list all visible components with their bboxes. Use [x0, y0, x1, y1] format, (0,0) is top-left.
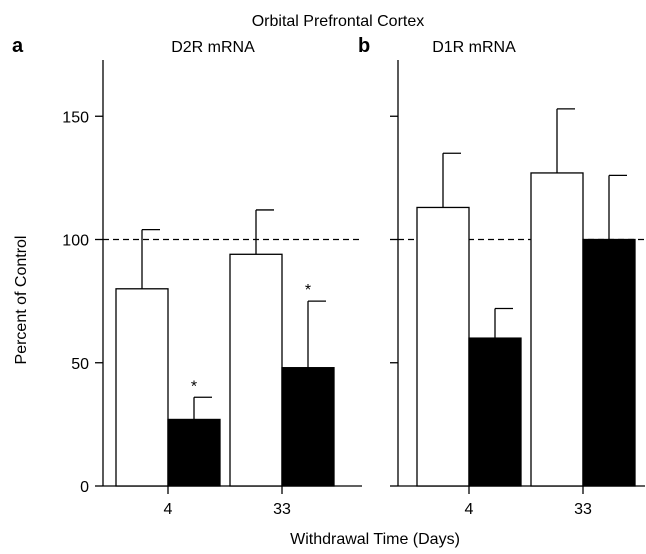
bar-a-33-treated [281, 367, 335, 487]
x-tick-label: 33 [574, 501, 592, 518]
chart-title: Orbital Prefrontal Cortex [252, 13, 425, 30]
bar-a-33-control [229, 253, 283, 487]
panel-b: b D1R mRNA 4 33 [358, 35, 645, 518]
y-axis-label: Percent of Control [13, 236, 30, 365]
panel-a: a D2R mRNA 0 50 100 150 * 4 * 33 [12, 35, 362, 518]
bar-a-4-treated [167, 418, 221, 487]
x-tick-label: 4 [465, 501, 474, 518]
bar-b-33-control [530, 172, 584, 487]
bar-b-33-treated [582, 238, 636, 487]
panels-group: a D2R mRNA 0 50 100 150 * 4 * 33 b D1R mRNA 4 33 [12, 35, 645, 518]
bar-b-4-control [416, 206, 470, 487]
significance-marker: * [191, 378, 197, 395]
significance-marker: * [305, 282, 311, 299]
x-tick-label: 4 [164, 501, 173, 518]
y-tick-label: 0 [80, 479, 89, 496]
panel-title: D2R mRNA [171, 39, 255, 56]
panel-title: D1R mRNA [432, 39, 516, 56]
x-axis-label: Withdrawal Time (Days) [290, 531, 460, 548]
panel-letter: b [358, 35, 370, 57]
bar-a-4-control [115, 288, 169, 487]
x-tick-label: 33 [273, 501, 291, 518]
panel-letter: a [12, 35, 24, 57]
y-tick-label: 150 [62, 109, 89, 126]
y-tick-label: 50 [71, 356, 89, 373]
y-tick-label: 100 [62, 233, 89, 250]
bar-b-4-treated [468, 337, 522, 487]
